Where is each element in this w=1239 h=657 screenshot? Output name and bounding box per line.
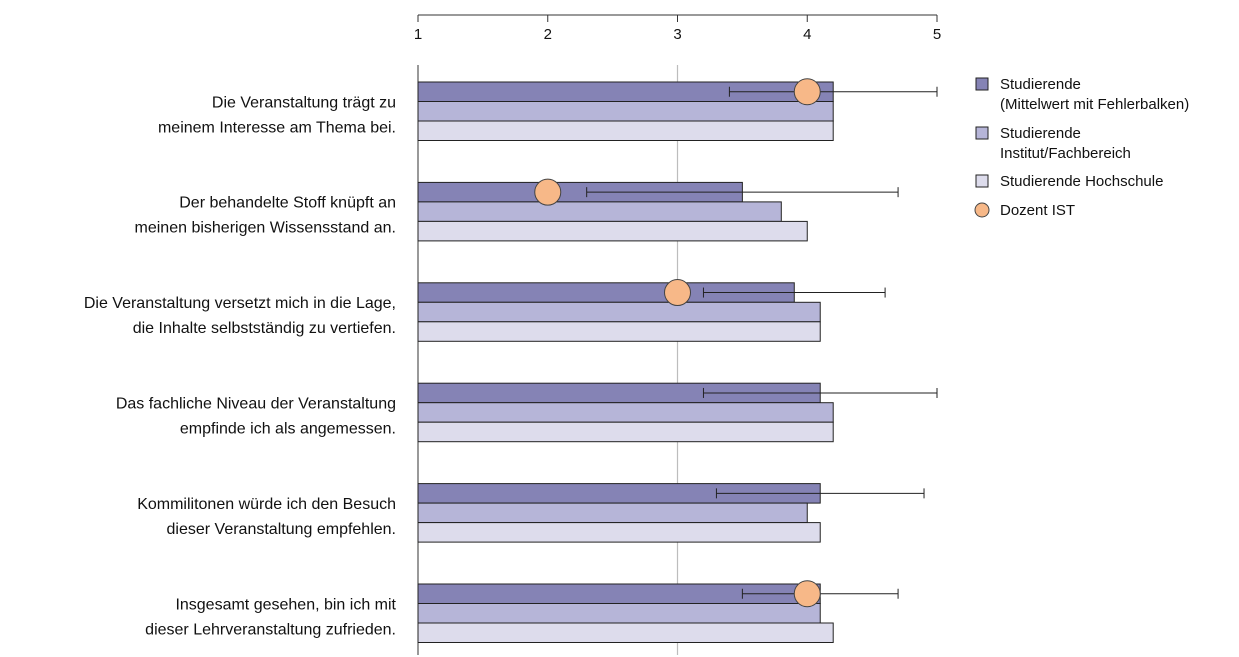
x-axis: 1 2 3 4 5 [414,14,941,43]
bar-series-3 [417,421,834,443]
legend-label: Studierende [1000,125,1081,142]
bar-series-3 [417,120,834,141]
category-label: meinen bisherigen Wissensstand an. [135,220,396,237]
dozent-marker [793,580,821,608]
category-label: die Inhalte selbstständig zu vertiefen. [133,320,396,337]
category-label: Die Veranstaltung versetzt mich in die L… [84,295,396,312]
category-label: empfinde ich als angemessen. [180,420,396,437]
bar-series-2 [417,201,782,222]
legend-swatch-1 [975,77,989,91]
bar-series-3 [417,622,834,643]
x-tick-label: 4 [803,26,811,43]
bar-series-2 [417,301,821,323]
legend-marker-dozent [974,202,990,218]
legend-label: Studierende [1000,76,1081,93]
bar-series-3 [417,220,808,242]
bar-series-2 [417,402,834,423]
category-label: Die Veranstaltung trägt zu [212,94,396,111]
bar-series-3 [417,522,821,543]
category-label: dieser Veranstaltung empfehlen. [167,521,396,538]
legend-swatch-3 [975,174,989,188]
legend-label: Studierende Hochschule [1000,173,1163,190]
dozent-marker [664,279,691,307]
legend-swatch-2 [975,126,989,140]
category-labels: Die Veranstaltung trägt zu meinem Interes… [84,94,397,638]
category-label: meinem Interesse am Thema bei. [158,119,396,136]
bar-series-3 [417,321,821,342]
dozent-marker [534,178,562,206]
x-tick-label: 5 [933,26,941,43]
legend-label: Dozent IST [1000,202,1075,219]
dozent-marker [793,78,821,106]
category-label: Insgesamt gesehen, bin ich mit [175,596,396,613]
legend-label: Institut/Fachbereich [1000,145,1131,162]
category-label: Kommilitonen würde ich den Besuch [137,496,396,513]
gridlines [417,65,679,655]
x-tick-label: 3 [673,26,681,43]
bar-series-2 [417,502,808,524]
legend-label: (Mittelwert mit Fehlerbalken) [1000,96,1189,113]
x-tick-label: 2 [544,26,552,43]
category-label: dieser Lehrveranstaltung zufrieden. [145,621,396,638]
bar-series-2 [417,101,834,122]
legend: Studierende (Mittelwert mit Fehlerbalken)… [974,76,1189,219]
bar-series-2 [417,603,821,624]
x-tick-label: 1 [414,26,422,43]
category-label: Der behandelte Stoff knüpft an [179,195,396,212]
category-label: Das fachliche Niveau der Veranstaltung [116,395,396,412]
bars [417,78,938,643]
